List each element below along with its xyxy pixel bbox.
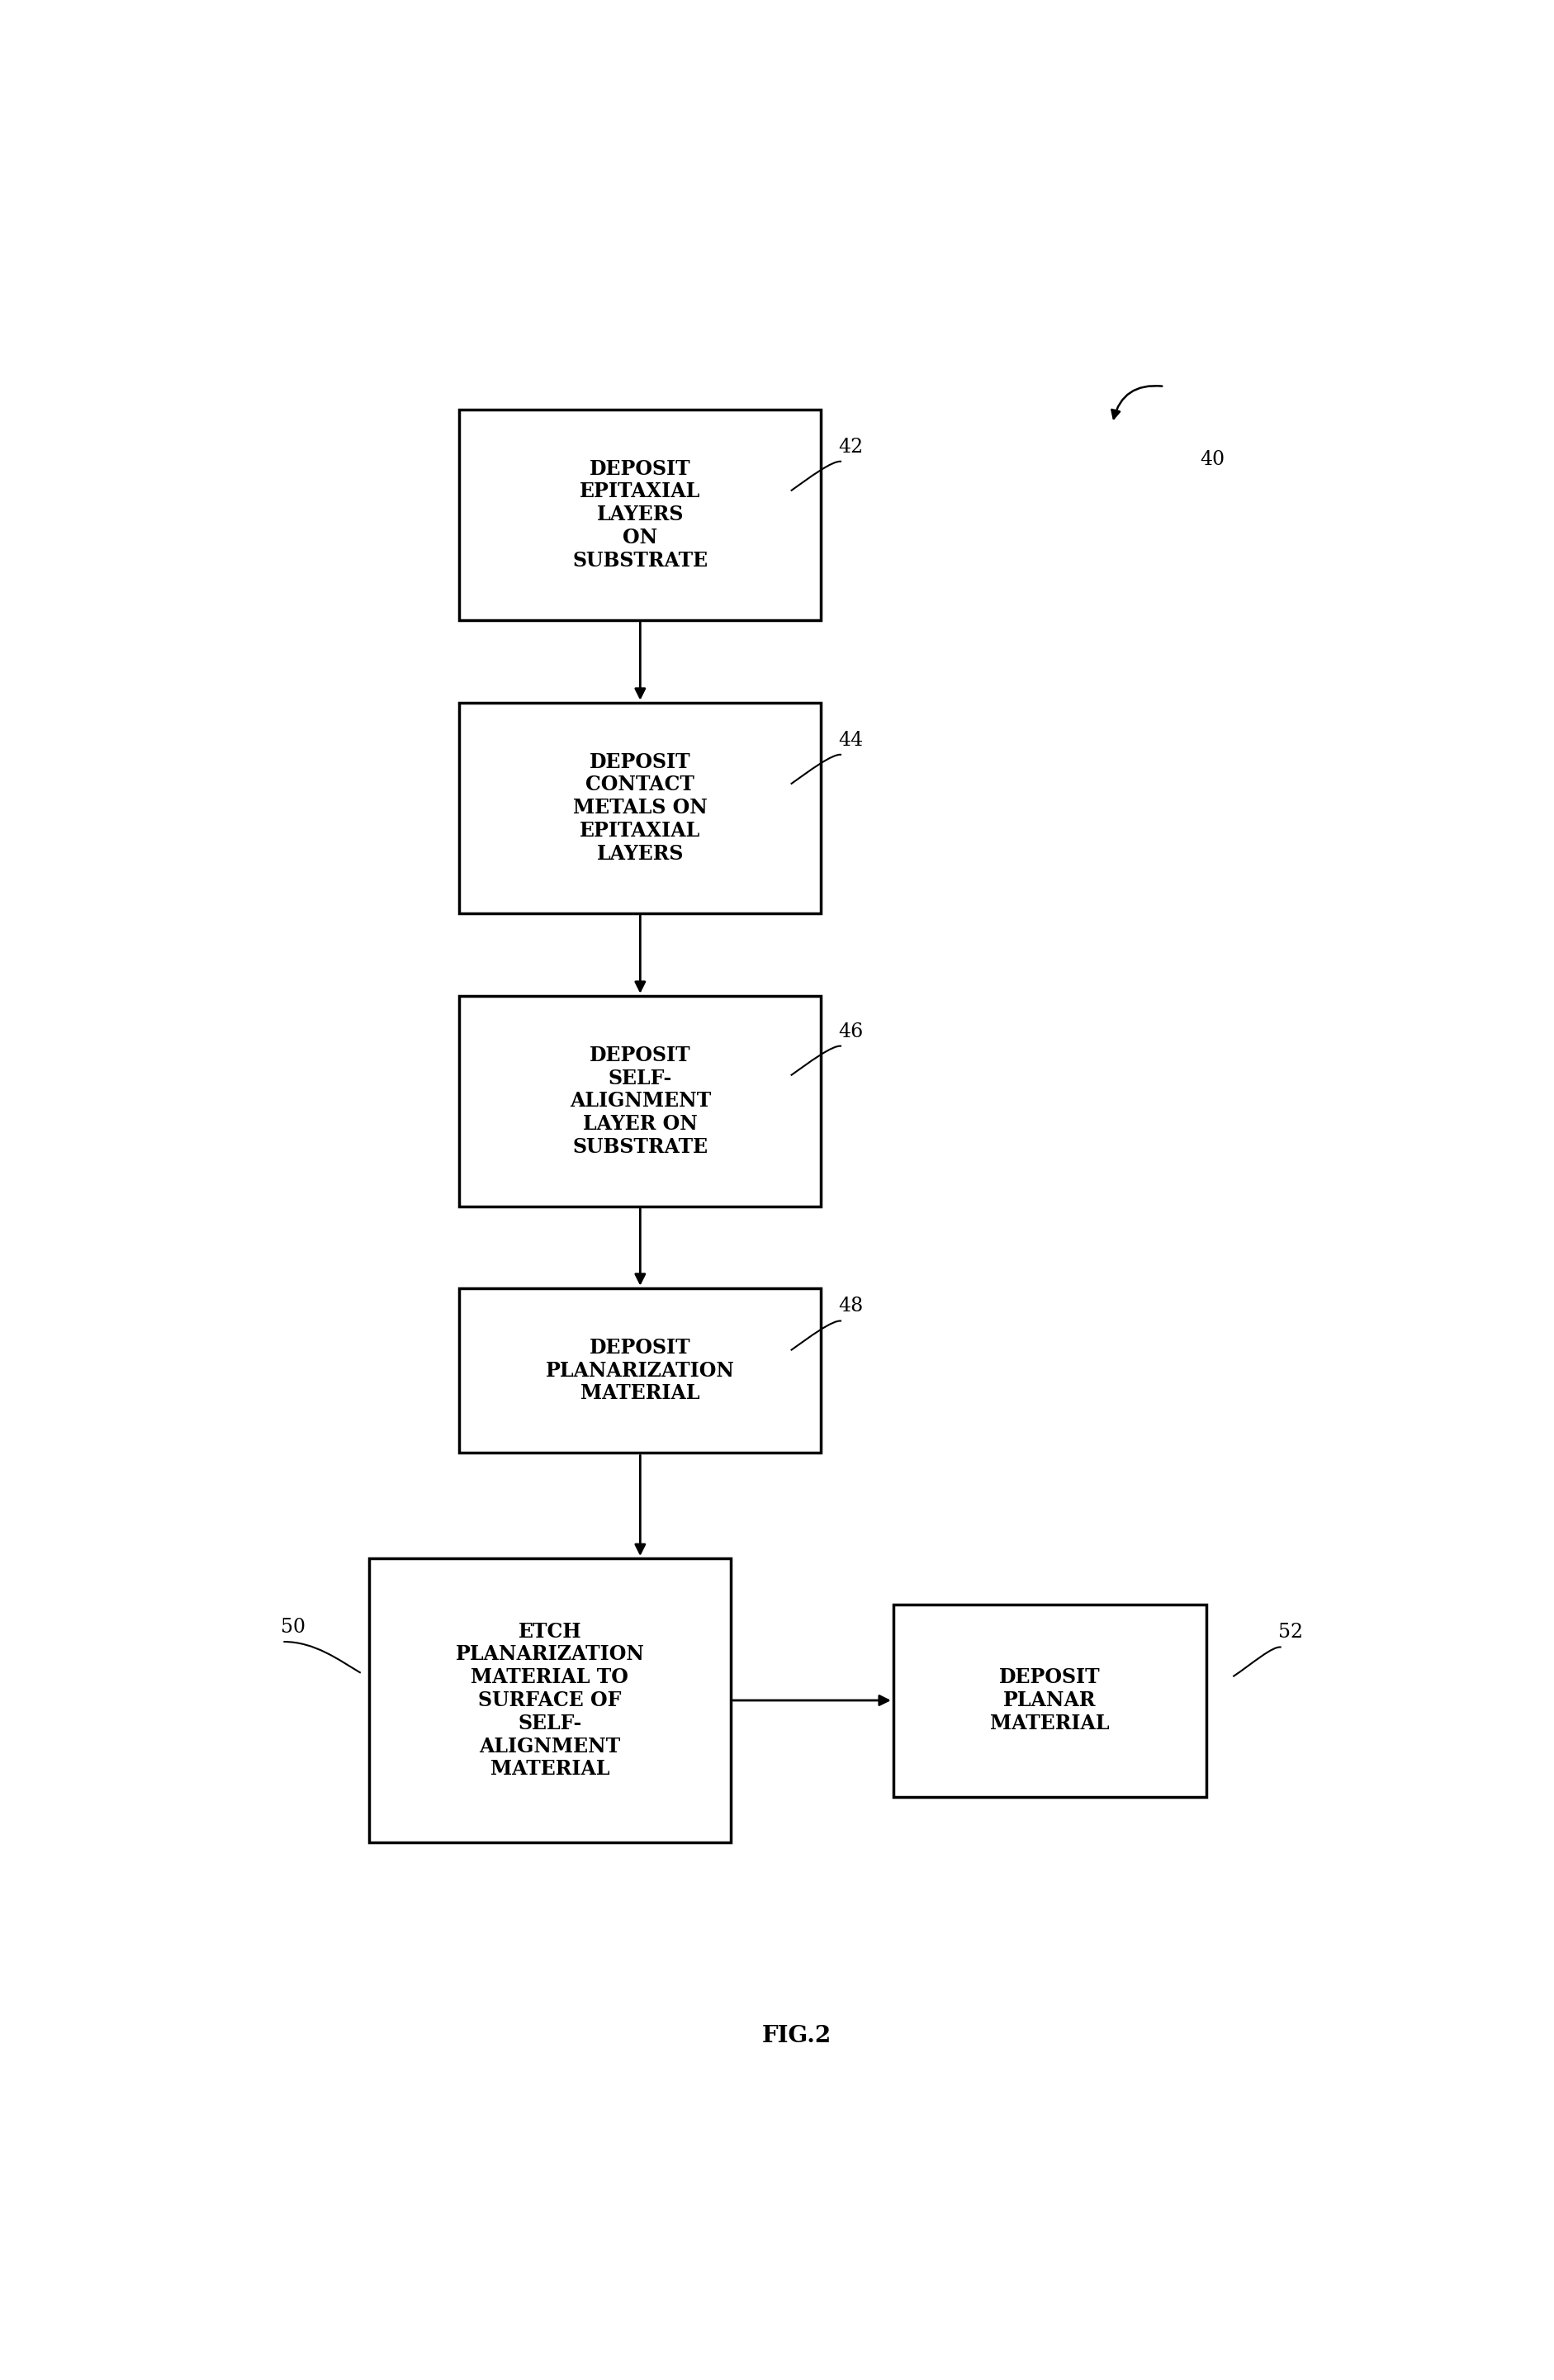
Text: DEPOSIT
SELF-
ALIGNMENT
LAYER ON
SUBSTRATE: DEPOSIT SELF- ALIGNMENT LAYER ON SUBSTRA… xyxy=(569,1045,710,1157)
Text: 42: 42 xyxy=(838,438,862,457)
Bar xyxy=(460,1288,821,1452)
Bar xyxy=(460,995,821,1207)
Text: 44: 44 xyxy=(838,731,862,750)
Bar xyxy=(460,702,821,914)
Text: DEPOSIT
EPITAXIAL
LAYERS
ON
SUBSTRATE: DEPOSIT EPITAXIAL LAYERS ON SUBSTRATE xyxy=(572,459,707,571)
Text: DEPOSIT
CONTACT
METALS ON
EPITAXIAL
LAYERS: DEPOSIT CONTACT METALS ON EPITAXIAL LAYE… xyxy=(573,752,707,864)
Bar xyxy=(892,1604,1206,1797)
Text: FIG.2: FIG.2 xyxy=(761,2025,831,2047)
Text: DEPOSIT
PLANAR
MATERIAL: DEPOSIT PLANAR MATERIAL xyxy=(990,1668,1110,1733)
Text: 40: 40 xyxy=(1200,450,1225,469)
Text: 48: 48 xyxy=(838,1297,862,1316)
Text: ETCH
PLANARIZATION
MATERIAL TO
SURFACE OF
SELF-
ALIGNMENT
MATERIAL: ETCH PLANARIZATION MATERIAL TO SURFACE O… xyxy=(455,1621,643,1780)
Text: DEPOSIT
PLANARIZATION
MATERIAL: DEPOSIT PLANARIZATION MATERIAL xyxy=(545,1338,735,1404)
Text: 46: 46 xyxy=(838,1021,862,1040)
Text: 52: 52 xyxy=(1277,1623,1302,1642)
Bar xyxy=(460,409,821,621)
Text: 50: 50 xyxy=(281,1618,306,1637)
Bar xyxy=(368,1559,730,1842)
